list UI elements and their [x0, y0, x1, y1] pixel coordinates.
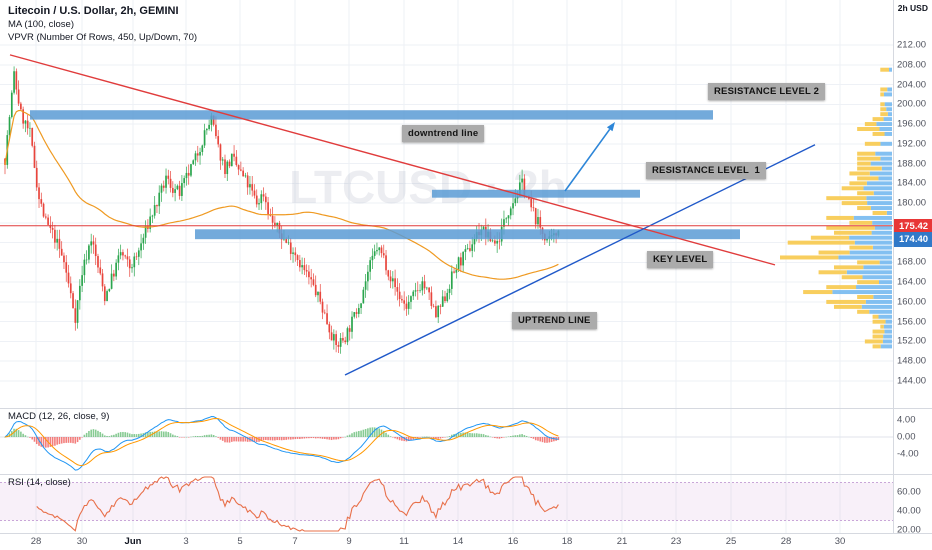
- price-line-badge: 175.42: [894, 219, 932, 234]
- annotation-resistance-level-2[interactable]: RESISTANCE LEVEL 2: [708, 83, 826, 100]
- level-key-level[interactable]: [195, 229, 740, 240]
- price-axis[interactable]: 212.00 208.00 204.00 200.00 196.00 192.00 188.…: [893, 0, 932, 536]
- time-tick: 5: [237, 536, 243, 547]
- downtrend-trendline[interactable]: [9, 54, 776, 266]
- arrow-head: [606, 122, 615, 132]
- price-tick: 192.00: [897, 138, 927, 150]
- rsi-tick: 40.00: [897, 505, 921, 517]
- macd-plot: [0, 416, 893, 471]
- price-tick: 152.00: [897, 335, 927, 347]
- arrow-line[interactable]: [564, 128, 611, 192]
- time-tick: 30: [834, 536, 846, 547]
- price-tick: 164.00: [897, 276, 927, 288]
- ma-line[interactable]: [4, 109, 559, 280]
- time-tick: 30: [76, 536, 88, 547]
- price-tick: 196.00: [897, 118, 927, 130]
- indicator-ma-label[interactable]: MA (100, close): [8, 19, 74, 30]
- annotation-resistance-level-1[interactable]: RESISTANCE LEVEL 1: [646, 162, 766, 179]
- uptrend-trendline[interactable]: [344, 144, 816, 376]
- macd-tick: 4.00: [897, 414, 916, 426]
- rsi-tick: 60.00: [897, 486, 921, 498]
- candlesticks: [4, 66, 560, 354]
- price-tick: 148.00: [897, 355, 927, 367]
- price-tick: 180.00: [897, 197, 927, 209]
- macd-pane-label[interactable]: MACD (12, 26, close, 9): [8, 411, 110, 422]
- price-tick: 184.00: [897, 177, 927, 189]
- annotation-uptrend-line[interactable]: UPTREND LINE: [512, 312, 597, 329]
- time-tick: Jun: [124, 536, 142, 547]
- time-tick: 9: [346, 536, 352, 547]
- level-resistance-1[interactable]: [432, 189, 640, 198]
- price-tick: 212.00: [897, 39, 927, 51]
- price-tick: 156.00: [897, 316, 927, 328]
- level-resistance-2[interactable]: [30, 110, 713, 120]
- current-price-badge: 174.40: [894, 232, 932, 247]
- price-tick: 168.00: [897, 256, 927, 268]
- time-tick: 14: [452, 536, 464, 547]
- indicator-vpvr-label[interactable]: VPVR (Number Of Rows, 450, Up/Down, 70): [8, 32, 198, 43]
- time-tick: 11: [399, 536, 409, 547]
- time-tick: 28: [30, 536, 42, 547]
- grid: [0, 0, 893, 533]
- price-tick: 204.00: [897, 79, 927, 91]
- rsi-pane-label[interactable]: RSI (14, close): [8, 477, 71, 488]
- price-tick: 144.00: [897, 375, 927, 387]
- time-axis[interactable]: 28 30 Jun 3 5 7 9 11 14 16 18 21 23 25 28 30: [0, 533, 932, 550]
- rsi-tick: 20.00: [897, 524, 921, 536]
- time-tick: 7: [292, 536, 298, 547]
- price-tick: 208.00: [897, 59, 927, 71]
- volume-profile: [780, 67, 892, 349]
- chart-canvas[interactable]: LTCUSD · 2h: [0, 0, 932, 533]
- time-tick: 23: [670, 536, 682, 547]
- pane-divider-macd[interactable]: [0, 408, 932, 409]
- time-tick: 21: [616, 536, 628, 547]
- chart-legend: Litecoin / U.S. Dollar, 2h, GEMINI MA (1…: [8, 5, 197, 43]
- time-tick: 3: [183, 536, 189, 547]
- time-tick: 16: [507, 536, 519, 547]
- rsi-plot: [0, 476, 893, 532]
- time-tick: 28: [780, 536, 792, 547]
- macd-tick: -4.00: [897, 448, 919, 460]
- time-tick: 18: [561, 536, 573, 547]
- pane-divider-rsi[interactable]: [0, 474, 932, 475]
- annotation-downtrend-line[interactable]: downtrend line: [402, 125, 485, 142]
- interval-currency-label: 2h USD: [897, 3, 928, 13]
- annotation-key-level[interactable]: KEY LEVEL: [647, 251, 714, 268]
- price-tick: 160.00: [897, 296, 927, 308]
- price-tick: 188.00: [897, 158, 927, 170]
- macd-tick: 0.00: [897, 431, 916, 443]
- symbol-title[interactable]: Litecoin / U.S. Dollar, 2h, GEMINI: [8, 5, 179, 17]
- price-tick: 200.00: [897, 98, 927, 110]
- time-tick: 25: [725, 536, 737, 547]
